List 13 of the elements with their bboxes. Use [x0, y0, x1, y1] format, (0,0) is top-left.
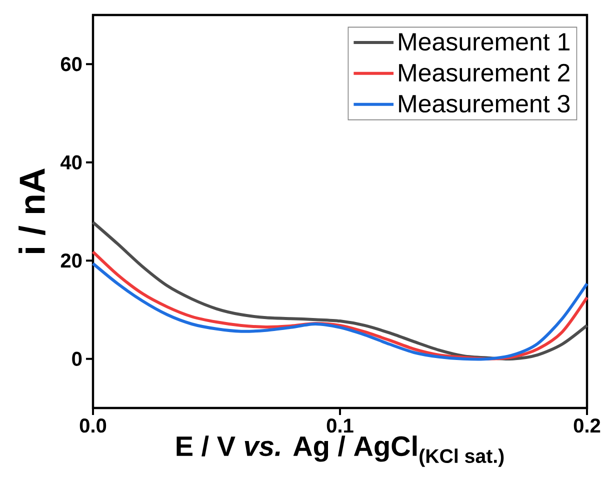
y-tick-label: 20 [60, 254, 82, 268]
x-axis-title: $\textbf{E / V \textit{vs.} Ag / AgCl}_{\textbf{(KCl sat.)}}$ [176, 436, 504, 467]
legend-label: Measurement 3 [399, 94, 570, 113]
line-series [92, 220, 589, 360]
x-tick-label: 0.0 [80, 418, 106, 433]
y-axis-title: i / nA [18, 168, 46, 253]
y-tick-label: 60 [60, 57, 82, 72]
legend-label: Measurement 2 [399, 64, 570, 82]
y-tick-label: 40 [60, 155, 82, 170]
y-tick-label: 0 [72, 352, 82, 366]
x-tick-label: 0.2 [574, 418, 600, 433]
legend-label: Measurement 1 [399, 33, 570, 51]
x-tick-label: 0.1 [326, 418, 354, 433]
